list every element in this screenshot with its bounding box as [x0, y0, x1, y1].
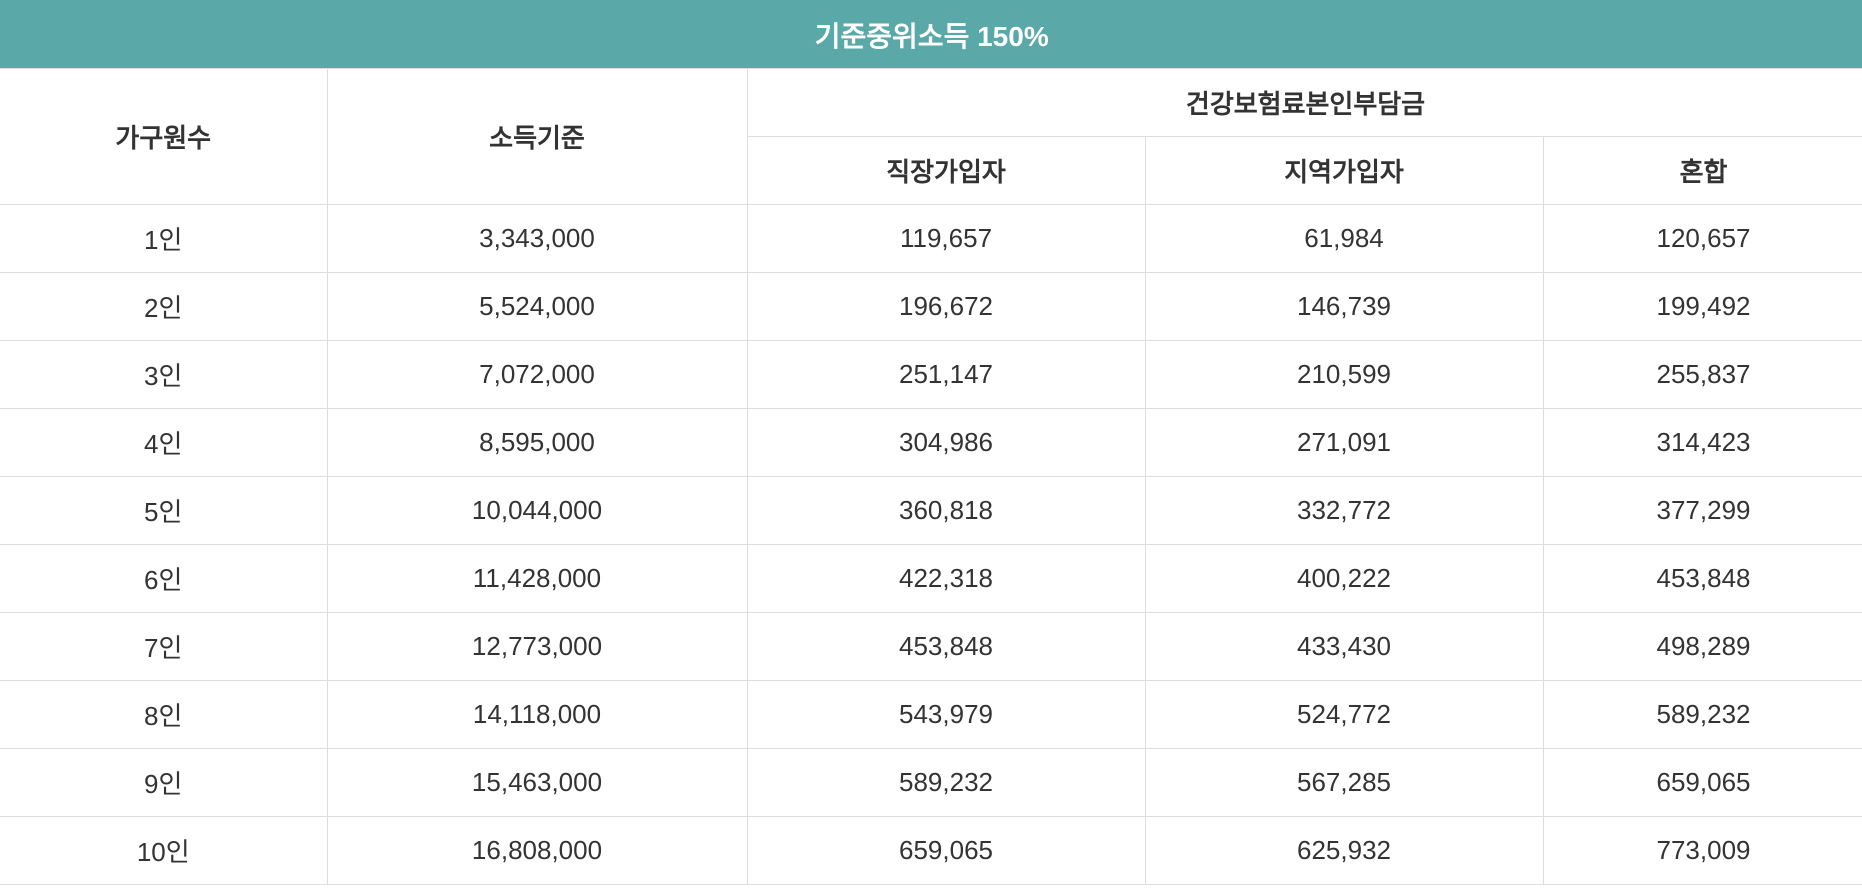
table-title-row: 기준중위소득 150% [0, 0, 1862, 69]
table-row: 6인 11,428,000 422,318 400,222 453,848 [0, 544, 1862, 613]
cell-regional: 146,739 [1144, 272, 1544, 341]
cell-household: 10인 [0, 816, 328, 885]
cell-regional: 625,932 [1144, 816, 1544, 885]
cell-workplace: 251,147 [746, 340, 1146, 409]
cell-regional: 332,772 [1144, 476, 1544, 545]
cell-regional: 524,772 [1144, 680, 1544, 749]
header-premium-group: 건강보험료본인부담금 [746, 68, 1862, 137]
cell-household: 9인 [0, 748, 328, 817]
table-row: 2인 5,524,000 196,672 146,739 199,492 [0, 272, 1862, 341]
table-row: 3인 7,072,000 251,147 210,599 255,837 [0, 340, 1862, 409]
cell-household: 8인 [0, 680, 328, 749]
cell-income: 7,072,000 [326, 340, 748, 409]
cell-regional: 400,222 [1144, 544, 1544, 613]
cell-income: 11,428,000 [326, 544, 748, 613]
cell-workplace: 304,986 [746, 408, 1146, 477]
table-row: 1인 3,343,000 119,657 61,984 120,657 [0, 204, 1862, 273]
cell-household: 5인 [0, 476, 328, 545]
header-regional: 지역가입자 [1144, 136, 1544, 205]
table-row: 9인 15,463,000 589,232 567,285 659,065 [0, 748, 1862, 817]
cell-household: 3인 [0, 340, 328, 409]
cell-income: 16,808,000 [326, 816, 748, 885]
cell-income: 10,044,000 [326, 476, 748, 545]
header-income: 소득기준 [326, 68, 748, 205]
cell-workplace: 119,657 [746, 204, 1146, 273]
table-row: 7인 12,773,000 453,848 433,430 498,289 [0, 612, 1862, 681]
subheader-row: 직장가입자 지역가입자 혼합 [0, 136, 1862, 205]
cell-workplace: 589,232 [746, 748, 1146, 817]
cell-mixed: 377,299 [1542, 476, 1862, 545]
table-row: 8인 14,118,000 543,979 524,772 589,232 [0, 680, 1862, 749]
cell-household: 1인 [0, 204, 328, 273]
cell-income: 5,524,000 [326, 272, 748, 341]
cell-income: 12,773,000 [326, 612, 748, 681]
table-row: 10인 16,808,000 659,065 625,932 773,009 [0, 816, 1862, 885]
cell-income: 14,118,000 [326, 680, 748, 749]
header-household: 가구원수 [0, 68, 328, 205]
cell-mixed: 589,232 [1542, 680, 1862, 749]
cell-mixed: 453,848 [1542, 544, 1862, 613]
cell-income: 8,595,000 [326, 408, 748, 477]
cell-mixed: 498,289 [1542, 612, 1862, 681]
cell-mixed: 120,657 [1542, 204, 1862, 273]
cell-workplace: 659,065 [746, 816, 1146, 885]
cell-workplace: 543,979 [746, 680, 1146, 749]
cell-workplace: 196,672 [746, 272, 1146, 341]
cell-household: 4인 [0, 408, 328, 477]
cell-income: 3,343,000 [326, 204, 748, 273]
cell-regional: 210,599 [1144, 340, 1544, 409]
cell-regional: 433,430 [1144, 612, 1544, 681]
cell-mixed: 255,837 [1542, 340, 1862, 409]
cell-mixed: 314,423 [1542, 408, 1862, 477]
cell-household: 6인 [0, 544, 328, 613]
cell-workplace: 422,318 [746, 544, 1146, 613]
cell-workplace: 360,818 [746, 476, 1146, 545]
cell-regional: 567,285 [1144, 748, 1544, 817]
cell-household: 2인 [0, 272, 328, 341]
header-workplace: 직장가입자 [747, 136, 1146, 205]
cell-mixed: 659,065 [1542, 748, 1862, 817]
header-row: 가구원수 소득기준 건강보험료본인부담금 [0, 68, 1862, 205]
cell-workplace: 453,848 [746, 612, 1146, 681]
cell-regional: 271,091 [1144, 408, 1544, 477]
cell-household: 7인 [0, 612, 328, 681]
table-row: 4인 8,595,000 304,986 271,091 314,423 [0, 408, 1862, 477]
cell-income: 15,463,000 [326, 748, 748, 817]
header-mixed: 혼합 [1542, 136, 1862, 205]
cell-regional: 61,984 [1144, 204, 1544, 273]
cell-mixed: 773,009 [1542, 816, 1862, 885]
table-row: 5인 10,044,000 360,818 332,772 377,299 [0, 476, 1862, 545]
cell-mixed: 199,492 [1542, 272, 1862, 341]
table-title: 기준중위소득 150% [0, 0, 1862, 69]
